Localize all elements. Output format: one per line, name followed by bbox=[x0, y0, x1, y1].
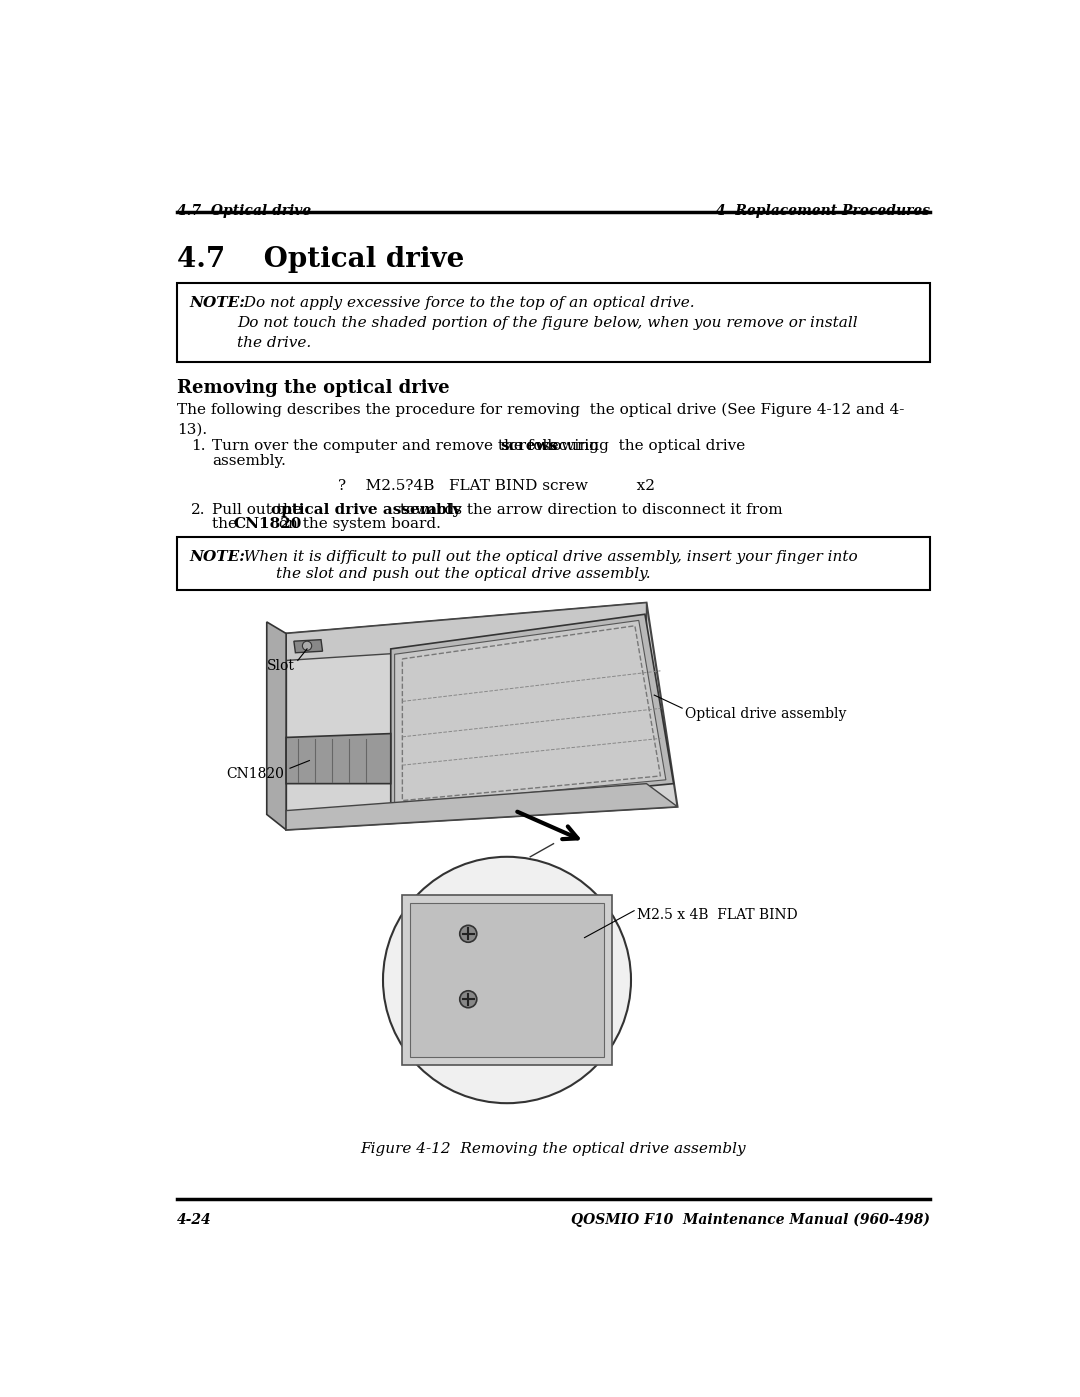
Text: ?    M2.5?4B   FLAT BIND screw          x2: ? M2.5?4B FLAT BIND screw x2 bbox=[338, 479, 656, 493]
Text: the: the bbox=[213, 517, 242, 531]
Text: 4  Replacement Procedures: 4 Replacement Procedures bbox=[716, 204, 930, 218]
Polygon shape bbox=[267, 622, 286, 830]
Text: optical drive assembly: optical drive assembly bbox=[271, 503, 461, 517]
Text: When it is difficult to pull out the optical drive assembly, insert your finger : When it is difficult to pull out the opt… bbox=[234, 549, 858, 563]
Text: 4.7  Optical drive: 4.7 Optical drive bbox=[177, 204, 311, 218]
Polygon shape bbox=[394, 620, 666, 805]
Text: Slot: Slot bbox=[267, 659, 295, 673]
Text: CN1820: CN1820 bbox=[227, 767, 284, 781]
Text: on the system board.: on the system board. bbox=[274, 517, 442, 531]
Polygon shape bbox=[286, 784, 677, 830]
Text: Pull out the: Pull out the bbox=[213, 503, 307, 517]
FancyBboxPatch shape bbox=[177, 284, 930, 362]
Text: the slot and push out the optical drive assembly.: the slot and push out the optical drive … bbox=[238, 567, 651, 581]
Polygon shape bbox=[403, 895, 611, 1065]
Polygon shape bbox=[403, 626, 661, 800]
Text: NOTE:: NOTE: bbox=[189, 296, 245, 310]
Text: 4.7    Optical drive: 4.7 Optical drive bbox=[177, 246, 464, 274]
Text: The following describes the procedure for removing  the optical drive (See Figur: The following describes the procedure fo… bbox=[177, 402, 904, 436]
Text: Do not touch the shaded portion of the figure below, when you remove or install
: Do not touch the shaded portion of the f… bbox=[238, 316, 858, 349]
Circle shape bbox=[460, 925, 476, 942]
Text: 2.: 2. bbox=[191, 503, 205, 517]
Polygon shape bbox=[391, 615, 674, 810]
Polygon shape bbox=[286, 733, 391, 784]
Text: Figure 4-12  Removing the optical drive assembly: Figure 4-12 Removing the optical drive a… bbox=[361, 1141, 746, 1155]
Text: Removing the optical drive: Removing the optical drive bbox=[177, 379, 449, 397]
Text: Turn over the computer and remove the following: Turn over the computer and remove the fo… bbox=[213, 440, 604, 454]
Text: CN1820: CN1820 bbox=[233, 517, 301, 531]
Text: towards the arrow direction to disconnect it from: towards the arrow direction to disconnec… bbox=[395, 503, 783, 517]
Text: M2.5 x 4B  FLAT BIND: M2.5 x 4B FLAT BIND bbox=[637, 908, 798, 922]
Text: QOSMIO F10  Maintenance Manual (960-498): QOSMIO F10 Maintenance Manual (960-498) bbox=[571, 1213, 930, 1227]
Text: securing  the optical drive: securing the optical drive bbox=[537, 440, 745, 454]
Text: Optical drive assembly: Optical drive assembly bbox=[685, 707, 847, 721]
Polygon shape bbox=[294, 640, 323, 652]
Text: assembly.: assembly. bbox=[213, 454, 286, 468]
Polygon shape bbox=[286, 602, 677, 830]
Text: screws: screws bbox=[501, 440, 558, 454]
Circle shape bbox=[383, 856, 631, 1104]
Text: NOTE:: NOTE: bbox=[189, 549, 245, 563]
Text: 1.: 1. bbox=[191, 440, 205, 454]
Circle shape bbox=[460, 990, 476, 1007]
Polygon shape bbox=[286, 602, 647, 661]
Polygon shape bbox=[410, 902, 604, 1058]
Text: Do not apply excessive force to the top of an optical drive.: Do not apply excessive force to the top … bbox=[234, 296, 694, 310]
FancyBboxPatch shape bbox=[177, 538, 930, 590]
Text: 4-24: 4-24 bbox=[177, 1213, 212, 1227]
Circle shape bbox=[302, 641, 312, 651]
